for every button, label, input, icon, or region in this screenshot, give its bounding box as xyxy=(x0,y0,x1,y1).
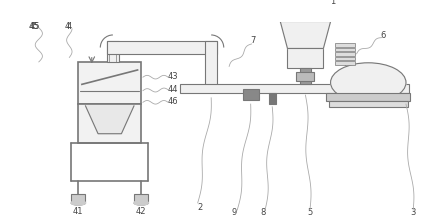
Text: 4: 4 xyxy=(67,22,72,31)
Text: 4: 4 xyxy=(65,22,70,31)
Bar xyxy=(329,101,408,107)
Ellipse shape xyxy=(330,63,406,102)
Text: 2: 2 xyxy=(198,203,203,212)
Bar xyxy=(335,43,355,47)
Ellipse shape xyxy=(134,201,148,205)
Bar xyxy=(107,41,119,62)
Text: 7: 7 xyxy=(251,36,256,45)
Polygon shape xyxy=(280,21,330,48)
Text: 1: 1 xyxy=(330,0,335,6)
Bar xyxy=(205,41,218,89)
Bar xyxy=(268,93,276,104)
Bar xyxy=(78,104,141,143)
Text: 3: 3 xyxy=(411,208,416,217)
Text: 46: 46 xyxy=(168,97,179,106)
Polygon shape xyxy=(85,106,134,134)
Bar xyxy=(326,93,411,101)
Ellipse shape xyxy=(71,201,85,205)
Text: 9: 9 xyxy=(232,208,237,217)
Bar xyxy=(335,52,355,56)
Bar xyxy=(78,62,141,104)
Bar xyxy=(180,84,409,93)
Text: 45: 45 xyxy=(29,22,39,31)
Text: 43: 43 xyxy=(168,72,179,81)
Bar xyxy=(71,194,85,203)
Text: 42: 42 xyxy=(136,207,146,216)
Bar xyxy=(296,72,315,81)
Text: 5: 5 xyxy=(307,208,313,217)
Bar xyxy=(288,48,323,68)
Bar xyxy=(335,61,355,65)
Bar xyxy=(243,89,259,100)
Text: 6: 6 xyxy=(381,31,386,40)
Text: 45: 45 xyxy=(30,22,40,31)
Text: 8: 8 xyxy=(260,208,266,217)
Text: 41: 41 xyxy=(73,207,84,216)
Bar xyxy=(335,48,355,51)
Bar xyxy=(300,68,311,84)
Bar xyxy=(335,57,355,60)
Bar xyxy=(107,41,218,54)
Bar xyxy=(134,194,148,203)
Text: 44: 44 xyxy=(168,85,179,94)
